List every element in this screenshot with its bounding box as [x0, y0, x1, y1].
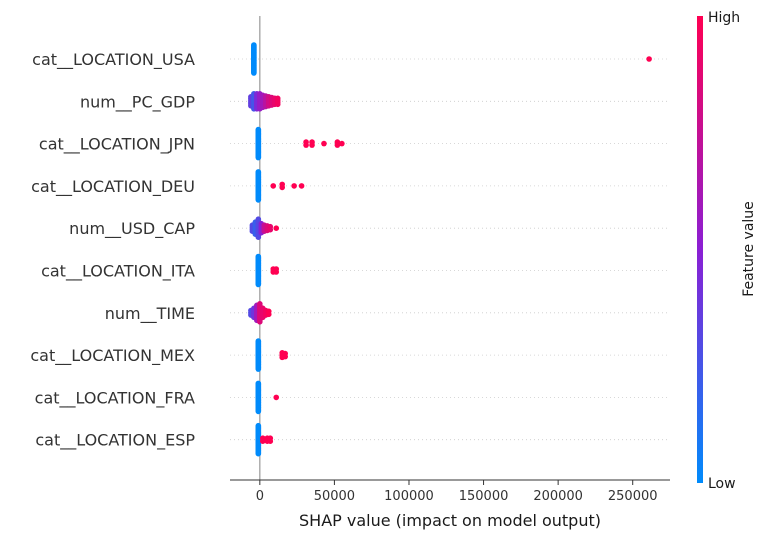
data-point: [321, 140, 327, 147]
data-point: [273, 394, 280, 401]
data-point: [298, 183, 305, 189]
data-point: [255, 154, 262, 161]
row-guides: [230, 58, 670, 441]
x-tick-label: 200000: [533, 489, 583, 504]
data-point: [255, 366, 262, 372]
colorbar-high-label: High: [708, 10, 740, 26]
data-point: [255, 281, 262, 288]
feature-label: num__TIME: [105, 304, 195, 324]
data-point: [273, 225, 280, 231]
feature-labels: cat__LOCATION_USA num__PC_GDP cat__LOCATIO…: [30, 50, 195, 451]
colorbar-low-label: Low: [708, 476, 736, 492]
x-tick-label: 100000: [384, 489, 434, 504]
data-point: [273, 269, 280, 275]
data-point: [255, 450, 262, 457]
data-point: [251, 70, 257, 76]
x-axis-title: SHAP value (impact on model output): [299, 511, 601, 530]
data-point: [274, 101, 281, 108]
data-point: [291, 183, 297, 189]
x-tick-label: 50000: [314, 489, 355, 504]
feature-label: num__USD_CAP: [69, 219, 195, 239]
feature-label: cat__LOCATION_MEX: [30, 346, 195, 366]
data-point: [646, 56, 652, 62]
x-tick-label: 0: [256, 489, 264, 504]
colorbar: [697, 16, 703, 483]
x-ticks: 0 50000 100000 150000 200000 250000: [256, 480, 658, 504]
data-point: [282, 353, 288, 360]
colorbar-title: Feature value: [741, 201, 757, 297]
data-point: [260, 438, 266, 445]
feature-label: cat__LOCATION_ITA: [41, 262, 195, 282]
data-point: [265, 311, 272, 318]
data-point: [267, 226, 274, 233]
feature-label: cat__LOCATION_JPN: [39, 135, 195, 155]
feature-label: num__PC_GDP: [80, 92, 195, 112]
data-point: [279, 184, 286, 191]
x-tick-label: 150000: [459, 489, 509, 504]
data-point: [303, 142, 309, 148]
x-tick-label: 250000: [608, 489, 658, 504]
feature-label: cat__LOCATION_DEU: [31, 177, 195, 197]
data-point: [255, 197, 262, 203]
data-point: [255, 408, 262, 415]
data-point: [334, 142, 341, 148]
feature-label: cat__LOCATION_FRA: [35, 388, 195, 408]
data-point: [255, 234, 262, 240]
data-point: [309, 142, 315, 148]
feature-label: cat__LOCATION_USA: [32, 50, 195, 70]
data-points: [248, 42, 652, 457]
data-point: [339, 140, 345, 147]
data-point: [257, 319, 263, 325]
data-point: [270, 183, 277, 189]
feature-label: cat__LOCATION_ESP: [35, 431, 195, 451]
data-point: [267, 438, 274, 445]
